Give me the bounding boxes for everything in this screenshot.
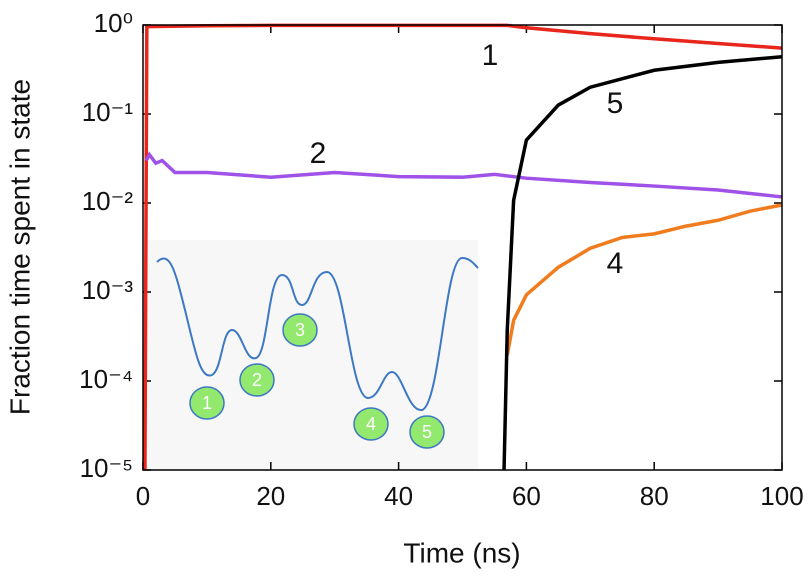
- series-annotation: 2: [310, 137, 327, 170]
- series-annotation: 1: [482, 39, 499, 72]
- state-circle: [189, 386, 225, 420]
- series-line: [505, 203, 783, 356]
- y-tick-label: 10⁻²: [82, 186, 134, 216]
- state-circle: [409, 415, 445, 449]
- y-tick-label: 10⁻¹: [82, 97, 134, 127]
- series-line: [144, 151, 783, 199]
- x-tick-label: 0: [136, 481, 150, 511]
- plot-frame: [142, 24, 783, 471]
- x-tick-label: 80: [640, 481, 669, 511]
- series-annotation: 5: [607, 87, 624, 120]
- state-label: 1: [202, 393, 212, 413]
- state-label: 5: [422, 422, 432, 442]
- state-circle: [239, 363, 275, 397]
- x-tick-label: 60: [512, 481, 541, 511]
- state-circle: [353, 407, 389, 441]
- state-label: 3: [295, 320, 305, 340]
- x-axis-label: Time (ns): [403, 537, 520, 568]
- state-circle: [282, 313, 318, 347]
- series-annotation: 4: [607, 247, 624, 280]
- y-tick-label: 10⁰: [94, 8, 133, 38]
- x-tick-label: 100: [760, 481, 803, 511]
- x-tick-label: 20: [256, 481, 285, 511]
- y-tick-label: 10⁻⁵: [80, 453, 133, 483]
- y-tick-label: 10⁻⁴: [79, 364, 133, 394]
- state-label: 4: [366, 414, 376, 434]
- series-line: [502, 54, 783, 471]
- state-label: 2: [252, 370, 262, 390]
- y-tick-label: 10⁻³: [82, 275, 134, 305]
- x-tick-label: 40: [384, 481, 413, 511]
- inset-energy-curve: [156, 256, 479, 411]
- y-axis-label: Fraction time spent in state: [4, 79, 35, 415]
